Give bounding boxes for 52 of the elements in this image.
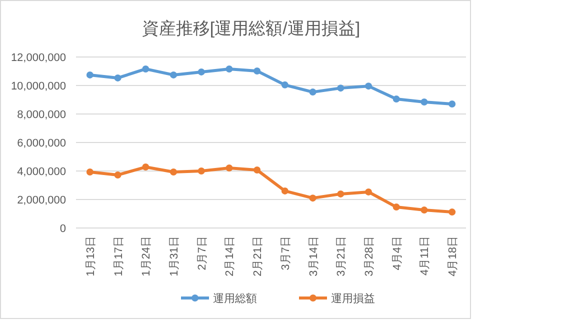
x-tick-label: 4月18日 — [447, 236, 460, 276]
point — [420, 98, 428, 106]
point — [337, 84, 344, 92]
point — [254, 166, 261, 174]
point — [309, 88, 316, 96]
point — [392, 204, 400, 211]
point — [86, 71, 94, 78]
point — [420, 206, 428, 214]
x-tick-label: 3月14日 — [308, 236, 320, 276]
x-tick-label: 1月17日 — [112, 236, 125, 276]
point — [392, 96, 400, 103]
y-tick-label: 2,000,000 — [17, 194, 66, 206]
point — [114, 171, 122, 178]
point — [226, 164, 233, 172]
point — [114, 74, 122, 82]
point — [198, 68, 205, 76]
x-tick-label: 2月21日 — [252, 236, 264, 276]
x-tick-label: 1月24日 — [140, 236, 153, 276]
point — [337, 190, 344, 198]
x-tick-label: 4月4日 — [391, 236, 404, 270]
point — [170, 168, 177, 176]
point — [142, 164, 150, 171]
point — [170, 71, 177, 78]
point — [448, 208, 456, 216]
point — [365, 188, 372, 196]
x-tick-label: 3月28日 — [364, 236, 376, 276]
y-tick-label: 4,000,000 — [17, 166, 66, 178]
point — [448, 100, 456, 108]
chart-title: 資産推移[運用総額/運用損益] — [142, 19, 360, 38]
point — [198, 168, 205, 174]
y-tick-label: 10,000,000 — [10, 80, 66, 92]
y-tick-label: 8,000,000 — [17, 109, 66, 121]
legend-label: 運用損益 — [331, 293, 375, 305]
y-tick-label: 12,000,000 — [10, 52, 66, 64]
y-tick-label: 0 — [60, 223, 66, 235]
x-tick-label: 1月13日 — [84, 236, 97, 276]
point — [142, 65, 150, 72]
x-tick-label: 4月11日 — [419, 236, 432, 276]
point — [281, 187, 288, 194]
x-tick-label: 3月21日 — [336, 236, 348, 276]
point — [281, 81, 288, 88]
y-tick-label: 6,000,000 — [17, 138, 66, 150]
x-tick-label: 1月31日 — [168, 236, 180, 276]
x-tick-label: 2月14日 — [224, 236, 236, 276]
point — [226, 65, 233, 72]
legend-label: 運用総額 — [213, 292, 257, 305]
point — [365, 82, 372, 90]
point — [254, 67, 261, 74]
x-tick-label: 2月7日 — [196, 236, 208, 270]
x-tick-label: 3月7日 — [280, 236, 292, 270]
point — [86, 168, 94, 176]
point — [309, 194, 316, 202]
